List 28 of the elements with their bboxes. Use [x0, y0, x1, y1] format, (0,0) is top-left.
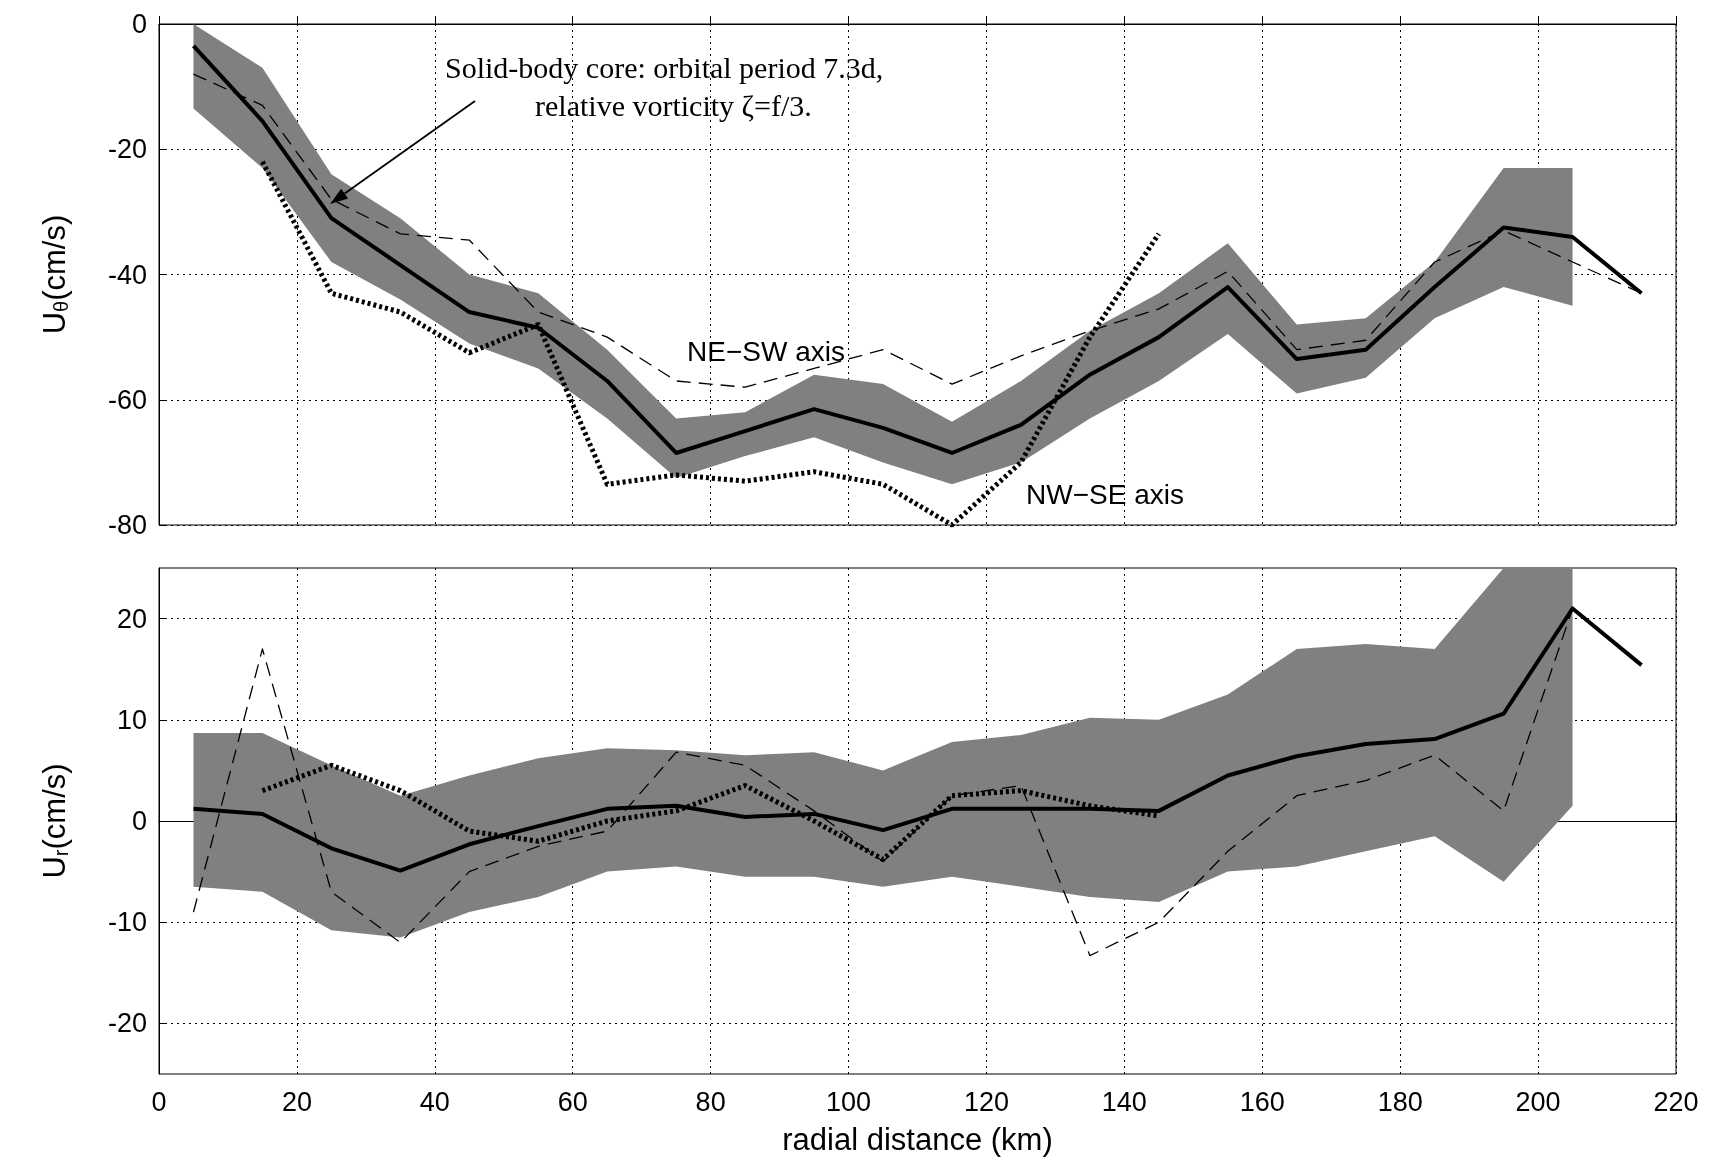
annotation: NE−SW axis	[687, 335, 845, 367]
annotation: NW−SE axis	[1026, 478, 1184, 510]
y-tick-label: 10	[116, 704, 147, 735]
y-axis-title: Uθ(cm/s)	[36, 214, 72, 335]
y-tick-label: -40	[107, 259, 147, 290]
y-tick-label: -80	[107, 510, 147, 540]
x-axis-title: radial distance (km)	[782, 1122, 1053, 1157]
y-tick-label: -20	[107, 1008, 147, 1039]
x-tick-label: 80	[695, 1086, 726, 1117]
x-tick-label: 40	[419, 1086, 450, 1117]
x-tick-label: 160	[1239, 1086, 1285, 1117]
x-tick-label: 220	[1653, 1086, 1699, 1117]
x-tick-label: 60	[557, 1086, 588, 1117]
x-tick-label: 0	[151, 1086, 167, 1117]
y-axis-title: Ur(cm/s)	[36, 763, 72, 879]
x-tick-label: 100	[826, 1086, 872, 1117]
y-tick-label: -60	[107, 384, 147, 415]
y-tick-label: -20	[107, 134, 147, 165]
y-tick-label: 20	[116, 603, 147, 634]
y-tick-label: 0	[131, 9, 147, 39]
x-tick-label: 180	[1377, 1086, 1423, 1117]
x-tick-label: 200	[1515, 1086, 1561, 1117]
x-tick-label: 120	[963, 1086, 1009, 1117]
x-tick-label: 140	[1101, 1086, 1147, 1117]
annotation: Solid-body core: orbital period 7.3d, relative vorticity ζ=f/3.	[445, 50, 884, 122]
y-tick-label: -10	[107, 907, 147, 938]
y-tick-label: 0	[131, 806, 147, 836]
x-tick-label: 20	[281, 1086, 312, 1117]
